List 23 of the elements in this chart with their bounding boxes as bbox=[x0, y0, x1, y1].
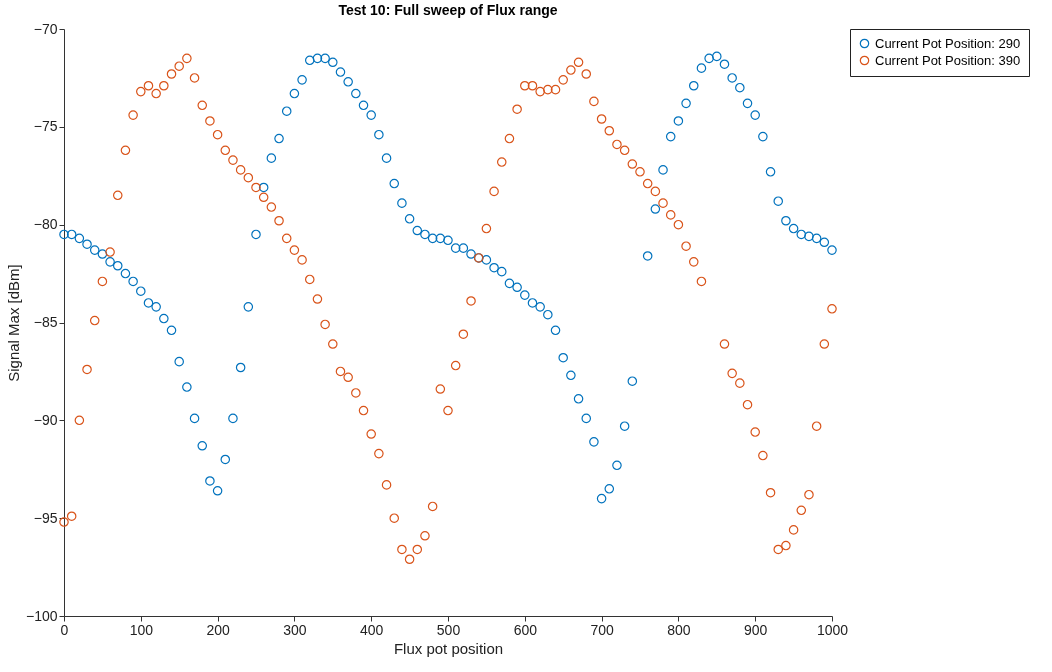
x-tick-label: 0 bbox=[60, 621, 69, 638]
y-tick-label: −70 bbox=[33, 20, 58, 37]
x-tick-label: 400 bbox=[360, 621, 384, 638]
y-tick-label: −90 bbox=[33, 411, 58, 428]
x-tick-label: 200 bbox=[206, 621, 230, 638]
x-tick-label: 700 bbox=[590, 621, 614, 638]
x-tick-label: 600 bbox=[513, 621, 538, 638]
y-tick-label: −100 bbox=[25, 607, 58, 624]
x-tick-label: 800 bbox=[667, 621, 691, 638]
x-tick-label: 100 bbox=[129, 621, 154, 638]
x-tick-label: 1000 bbox=[816, 621, 849, 638]
y-tick-label: −80 bbox=[33, 216, 58, 233]
y-axis-title: Signal Max [dBm] bbox=[4, 264, 22, 382]
chart-title: Test 10: Full sweep of Flux range bbox=[338, 2, 558, 18]
y-tick-label: −85 bbox=[33, 314, 58, 330]
x-tick-label: 300 bbox=[283, 621, 307, 638]
legend-label: Current Pot Position: 390 bbox=[875, 52, 1021, 68]
legend-label: Current Pot Position: 290 bbox=[875, 35, 1021, 51]
y-tick-label: −75 bbox=[33, 118, 58, 135]
x-tick-label: 900 bbox=[744, 621, 768, 638]
y-tick-label: −95 bbox=[33, 509, 58, 526]
x-axis-title: Flux pot position bbox=[393, 639, 504, 657]
x-tick-label: 500 bbox=[436, 621, 461, 638]
